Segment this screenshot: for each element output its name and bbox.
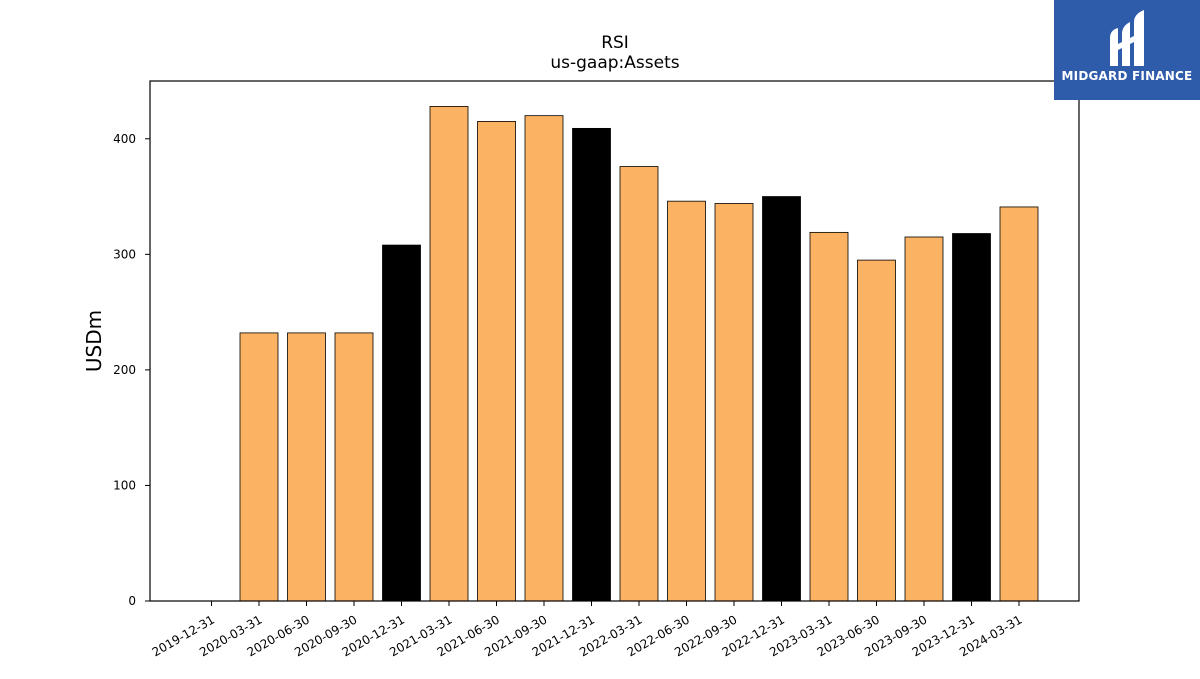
bar-2020-12-31 <box>382 244 421 602</box>
midgard-logo-icon <box>1110 10 1144 66</box>
y-axis-ticks: 0 100 200 300 400 <box>113 132 150 608</box>
bar-2022-03-31 <box>619 166 659 602</box>
bar-2022-12-31 <box>762 196 801 602</box>
chart-subtitle: us-gaap:Assets <box>550 53 679 73</box>
logo-text: MIDGARD FINANCE <box>1061 69 1193 83</box>
bars-layer <box>239 106 1039 602</box>
bar-2022-06-30 <box>667 200 706 602</box>
y-tick-label: 400 <box>113 132 136 146</box>
bar-2020-03-31 <box>239 332 279 602</box>
midgard-finance-logo: MIDGARD FINANCE <box>1054 0 1200 100</box>
plot-frame <box>149 80 1080 602</box>
bar-2022-09-30 <box>714 203 754 602</box>
y-tick-label: 100 <box>113 478 136 492</box>
bar-2023-06-30 <box>857 259 896 602</box>
bar-2023-12-31 <box>952 233 991 602</box>
y-tick-label: 300 <box>113 247 136 261</box>
bar-2020-06-30 <box>287 332 326 602</box>
bar-2023-09-30 <box>904 236 944 602</box>
bar-2023-03-31 <box>809 231 849 602</box>
x-axis-ticks: 2019-12-312020-03-312020-06-302020-09-30… <box>150 601 1025 659</box>
bar-2024-03-31 <box>999 206 1039 602</box>
bar-2021-09-30 <box>524 115 564 602</box>
y-axis-label: USDm <box>82 310 106 372</box>
y-tick-label: 0 <box>128 594 136 608</box>
chart-title: RSI <box>601 33 629 53</box>
y-tick-label: 200 <box>113 363 136 377</box>
bar-2021-12-31 <box>572 127 611 602</box>
bar-2021-06-30 <box>477 121 516 602</box>
bar-2020-09-30 <box>334 332 374 602</box>
bar-2021-03-31 <box>429 106 469 602</box>
